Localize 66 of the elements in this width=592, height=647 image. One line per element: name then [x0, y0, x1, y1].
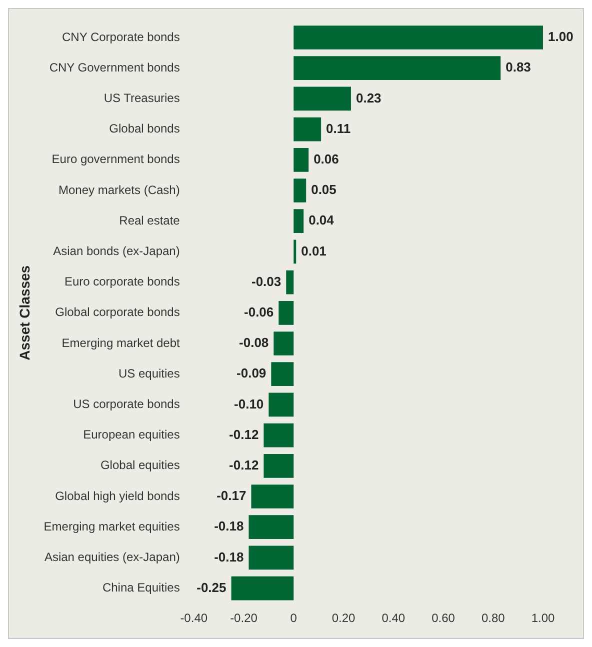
x-tick-label: -0.20	[230, 611, 258, 626]
data-label: 0.11	[326, 120, 351, 136]
bar	[264, 423, 294, 448]
bar	[286, 270, 294, 294]
y-tick-label: Money markets (Cash)	[58, 182, 180, 197]
x-tick-label: 0.80	[481, 611, 506, 626]
bar	[248, 546, 294, 570]
data-label: -0.17	[216, 488, 246, 504]
y-tick-label: Euro corporate bonds	[64, 274, 180, 289]
x-tick-label: 0.60	[432, 611, 456, 626]
bar	[251, 484, 294, 508]
bar	[294, 26, 543, 50]
y-tick-label: China Equities	[102, 580, 180, 595]
data-label: -0.09	[236, 366, 266, 381]
bar	[271, 362, 294, 386]
bar	[294, 209, 304, 234]
bar	[248, 515, 294, 540]
bar	[268, 392, 294, 417]
y-tick-label: US Treasuries	[104, 91, 180, 106]
data-label: -0.10	[234, 396, 264, 412]
bar	[294, 86, 351, 111]
bar	[294, 117, 322, 142]
y-tick-label: US equities	[118, 366, 180, 380]
y-tick-label: CNY Corporate bonds	[62, 30, 180, 44]
bar	[231, 576, 294, 600]
bar	[294, 178, 306, 202]
x-tick-label: 0	[290, 611, 298, 626]
y-tick-label: CNY Government bonds	[49, 60, 180, 74]
data-label: -0.12	[229, 457, 259, 472]
bar	[294, 56, 501, 80]
data-label: 0.83	[506, 60, 531, 75]
y-tick-label: Global high yield bonds	[55, 488, 180, 503]
y-axis-title: Asset Classes	[16, 265, 32, 360]
x-tick-label: 0.40	[382, 611, 406, 626]
data-label: 0.05	[311, 182, 336, 198]
x-tick-label: 1.00	[531, 611, 555, 626]
data-label: -0.18	[214, 518, 244, 534]
data-label: 0.06	[314, 151, 339, 166]
x-tick-label: 0.20	[332, 611, 356, 626]
data-label: 0.04	[308, 212, 335, 228]
data-label: 0.01	[301, 243, 326, 258]
data-label: -0.08	[239, 335, 269, 350]
y-tick-label: European equities	[83, 428, 180, 442]
bar	[264, 454, 294, 478]
data-label: 1.00	[548, 29, 574, 44]
y-tick-label: US corporate bonds	[73, 397, 180, 412]
data-label: -0.06	[244, 304, 274, 320]
y-tick-label: Asian equities (ex-Japan)	[44, 550, 180, 564]
y-tick-label: Global bonds	[109, 122, 180, 136]
bar	[278, 300, 294, 325]
data-label: -0.25	[196, 580, 226, 595]
x-tick-label: -0.40	[180, 611, 208, 626]
y-tick-label: Real estate	[119, 213, 180, 228]
y-tick-label: Emerging market equities	[44, 519, 180, 534]
y-tick-label: Emerging market debt	[62, 336, 181, 350]
data-label: -0.03	[251, 274, 282, 289]
bar	[294, 240, 296, 264]
data-label: 0.23	[356, 90, 382, 106]
data-label: -0.12	[229, 426, 259, 442]
bar	[274, 332, 294, 356]
bar	[294, 148, 309, 172]
data-label: -0.18	[214, 549, 244, 564]
y-tick-label: Asian bonds (ex-Japan)	[53, 244, 180, 258]
y-tick-label: Global equities	[100, 458, 180, 472]
y-tick-label: Euro government bonds	[52, 152, 180, 166]
y-tick-label: Global corporate bonds	[55, 305, 180, 320]
